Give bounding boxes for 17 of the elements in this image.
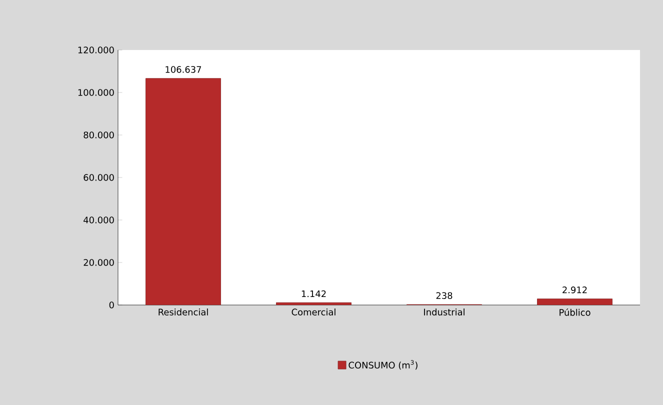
y-tick-label: 40.000: [84, 216, 114, 224]
legend-label: CONSUMO (m$^{3}$): [348, 360, 418, 370]
data-label: 2.912: [562, 286, 587, 294]
data-label: 106.637: [166, 66, 202, 73]
y-tick-label: 100.000: [78, 89, 114, 96]
x-tick-label: Comercial: [292, 308, 336, 316]
data-label: 1.142: [302, 290, 326, 298]
y-tick-label: 60.000: [84, 174, 114, 181]
y-tick-label: 80.000: [84, 132, 114, 138]
x-tick-label: Público: [560, 308, 590, 316]
data-label: 238: [436, 292, 452, 299]
x-tick-label: Industrial: [424, 308, 464, 316]
bar: [146, 78, 221, 305]
y-tick-label: 120.000: [78, 46, 114, 54]
y-tick-label: 0: [109, 302, 114, 308]
x-tick-label: Residencial: [158, 308, 208, 316]
y-tick-label: 20.000: [84, 259, 114, 266]
